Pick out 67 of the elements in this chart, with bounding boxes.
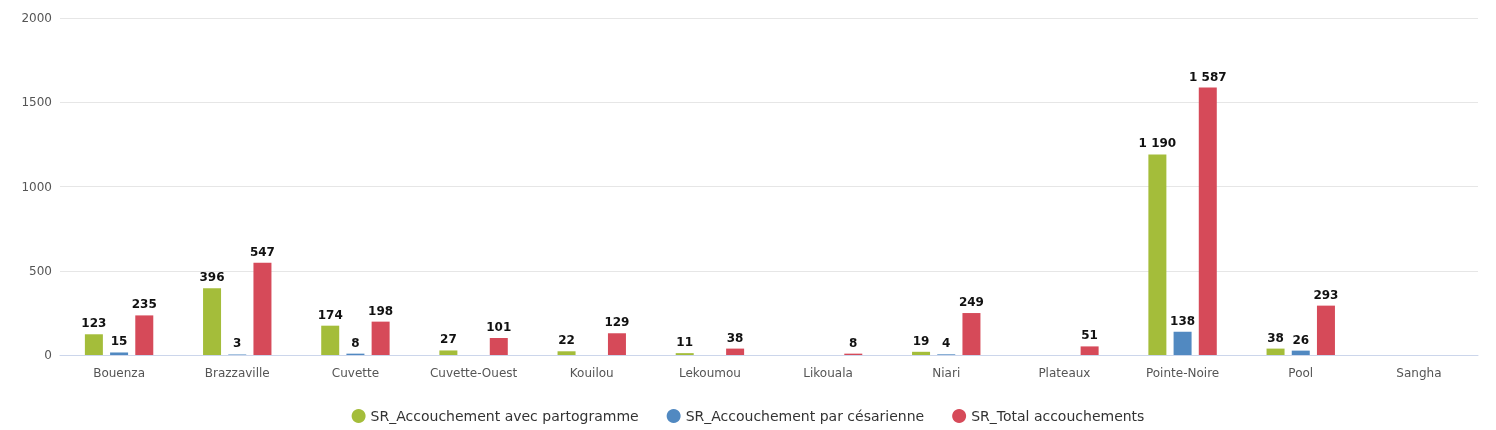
x-tick-label: Pool <box>1288 366 1314 380</box>
bar <box>962 313 981 355</box>
data-label: 293 <box>1313 287 1339 302</box>
y-tick-label: 1000 <box>21 179 52 194</box>
data-label: 3 <box>233 336 242 351</box>
data-label: 235 <box>131 297 157 312</box>
bar <box>1173 331 1192 355</box>
data-label: 26 <box>1292 332 1310 347</box>
data-label: 249 <box>958 295 984 310</box>
data-label: 396 <box>199 270 225 285</box>
x-tick-label: Lekoumou <box>678 366 741 380</box>
data-label: 129 <box>604 315 630 330</box>
bar <box>489 337 508 355</box>
bar <box>135 315 154 355</box>
x-tick-label: Likouala <box>803 366 853 380</box>
data-label: 22 <box>558 333 575 348</box>
bar <box>371 321 390 355</box>
data-label: 4 <box>942 336 951 351</box>
data-label: 1 190 <box>1138 136 1177 151</box>
bar <box>253 262 272 355</box>
bar <box>1291 350 1310 355</box>
bar <box>607 333 626 355</box>
data-label: 19 <box>912 333 930 348</box>
x-tick-label: Pointe-Noire <box>1145 366 1220 380</box>
x-tick-label: Cuvette-Ouest <box>429 366 518 380</box>
legend-label: SR_Accouchement avec partogramme <box>370 408 639 424</box>
bar <box>110 352 129 355</box>
x-tick-label: Plateaux <box>1038 366 1091 380</box>
bar <box>84 334 103 355</box>
bar <box>439 350 458 355</box>
bar <box>1266 348 1285 355</box>
data-label: 1 587 <box>1188 69 1227 84</box>
y-tick-label: 1500 <box>21 95 52 110</box>
data-label: 38 <box>726 330 744 345</box>
legend-label: SR_Accouchement par césarienne <box>685 408 925 424</box>
bar <box>321 325 340 355</box>
data-label: 11 <box>676 335 694 350</box>
bar <box>726 348 745 355</box>
data-label: 123 <box>81 316 107 331</box>
legend-label: SR_Total accouchements <box>971 408 1145 424</box>
data-label: 547 <box>249 244 275 259</box>
bar <box>557 351 576 355</box>
bar <box>1316 305 1335 355</box>
bar <box>1148 154 1167 355</box>
data-label: 138 <box>1170 313 1196 328</box>
data-label: 101 <box>486 319 512 334</box>
bar <box>912 351 931 355</box>
bar <box>1080 346 1099 355</box>
data-label: 8 <box>351 335 360 350</box>
y-tick-label: 500 <box>29 263 52 278</box>
x-tick-label: Kouilou <box>569 366 614 380</box>
y-tick-label: 0 <box>44 348 52 362</box>
y-tick-label: 2000 <box>21 11 52 25</box>
x-tick-label: Cuvette <box>331 366 380 380</box>
bar <box>1198 87 1217 355</box>
data-label: 51 <box>1081 328 1098 343</box>
x-tick-label: Brazzaville <box>204 366 270 380</box>
data-label: 8 <box>849 335 858 350</box>
data-label: 174 <box>317 307 343 322</box>
x-tick-label: Bouenza <box>93 366 145 380</box>
data-label: 198 <box>368 303 394 318</box>
x-tick-label: Sangha <box>1396 366 1442 380</box>
data-label: 38 <box>1267 330 1284 345</box>
data-label: 27 <box>440 332 457 347</box>
x-tick-label: Niari <box>932 366 961 380</box>
data-label: 15 <box>110 334 128 349</box>
bar <box>203 288 222 355</box>
